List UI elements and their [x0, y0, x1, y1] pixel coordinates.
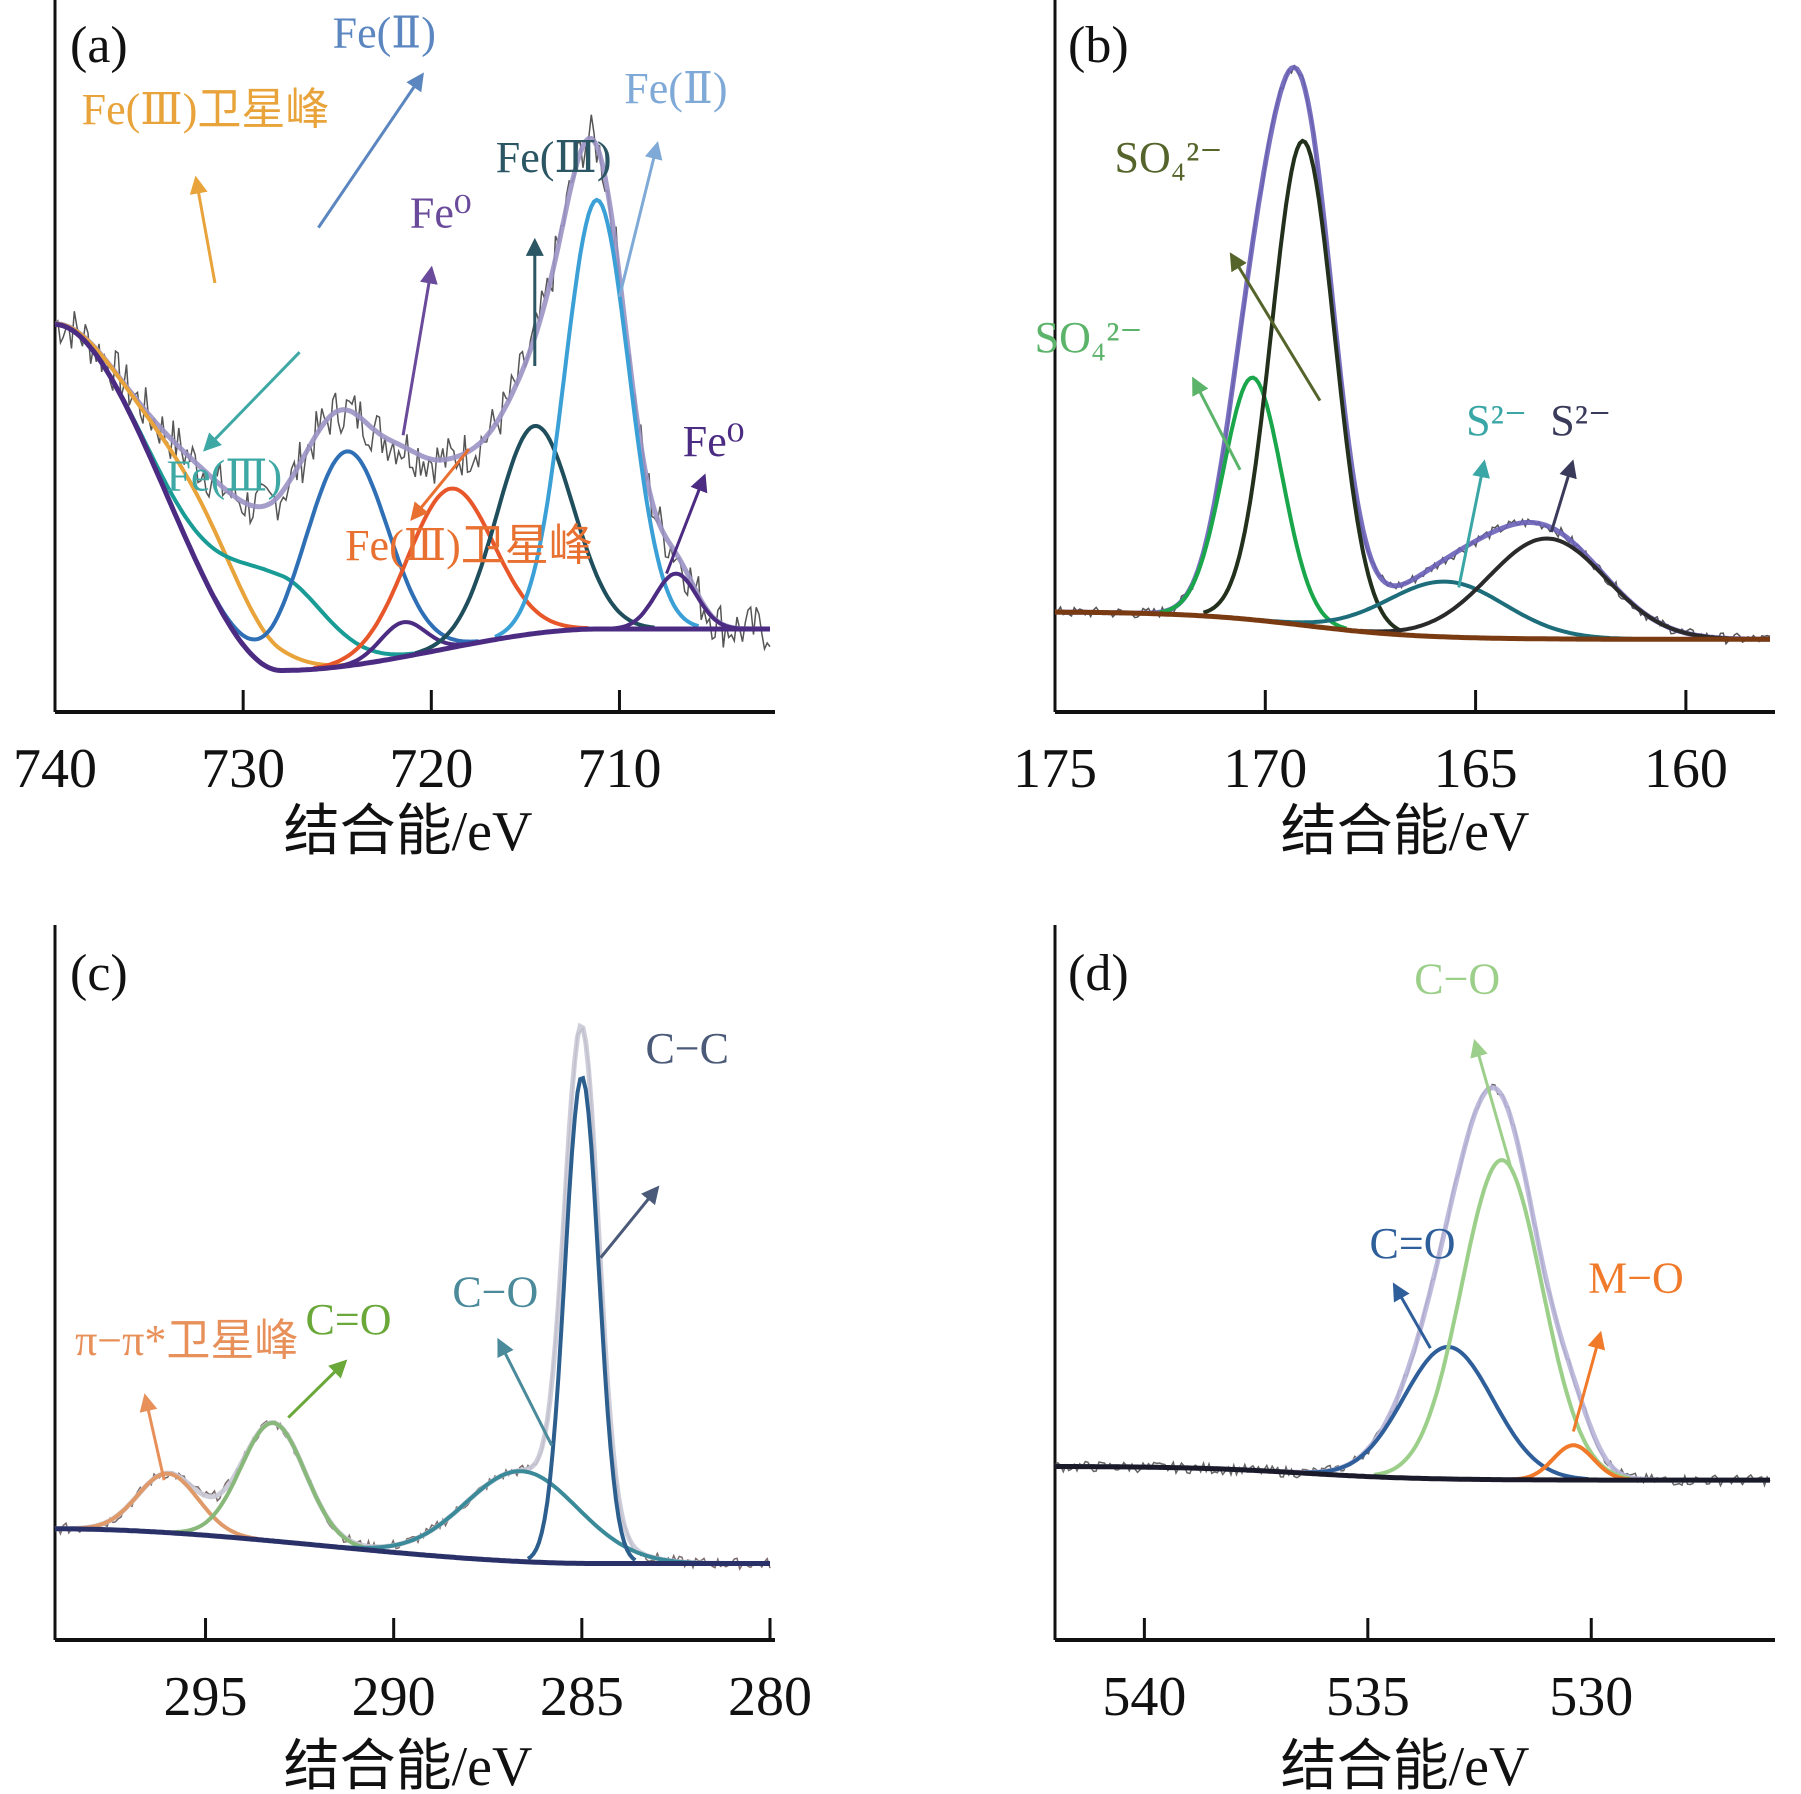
fit-envelope — [55, 135, 770, 632]
x-axis-title: 结合能/eV — [1281, 801, 1530, 863]
panel-label: (a) — [70, 17, 128, 74]
x-tick-label: 175 — [1013, 738, 1097, 800]
annotation-label: Fe(Ⅱ) — [624, 64, 727, 113]
peak-component — [1202, 138, 1403, 633]
x-tick-label: 720 — [389, 738, 473, 800]
panel-d: (d) 结合能/eV 540 535 530 C−O C=O M−O — [1053, 925, 1775, 1794]
annotation-label: C−O — [1414, 955, 1500, 1004]
peak-component — [610, 571, 740, 631]
annotation-label: S²⁻ — [1550, 396, 1611, 445]
annotation-arrow — [497, 1337, 554, 1447]
annotation-label: Fe(Ⅲ)卫星峰 — [345, 521, 593, 570]
peak-component — [1360, 536, 1735, 641]
x-tick-label: 165 — [1434, 738, 1518, 800]
x-tick-label: 170 — [1223, 738, 1307, 800]
peak-component — [332, 620, 474, 670]
x-tick-label: 295 — [164, 1666, 248, 1728]
peak-component — [340, 1469, 702, 1565]
x-tick-label: 290 — [352, 1666, 436, 1728]
annotation-arrow — [1571, 1330, 1606, 1432]
annotation-arrow — [287, 1359, 348, 1419]
annotation-label: SO₄²⁻ — [1035, 313, 1143, 362]
annotation-label: Fe(Ⅲ)卫星峰 — [82, 85, 330, 134]
panel-label: (b) — [1068, 17, 1129, 74]
annotation-label: π−π*卫星峰 — [75, 1316, 298, 1365]
x-tick-label: 535 — [1326, 1666, 1410, 1728]
annotation-arrow — [189, 175, 217, 284]
x-tick-label: 530 — [1549, 1666, 1633, 1728]
annotation-arrow — [618, 141, 663, 298]
annotation-arrow — [599, 1185, 660, 1259]
peak-component — [1258, 579, 1633, 641]
peak-component — [1305, 1344, 1589, 1482]
annotation-arrow — [1470, 1038, 1513, 1168]
annotation-label: C=O — [306, 1295, 392, 1344]
peak-component — [74, 1471, 265, 1542]
peak-component — [55, 321, 361, 668]
annotation-arrow — [665, 473, 708, 575]
annotation-label: C−O — [452, 1267, 538, 1316]
x-axis-title: 结合能/eV — [284, 1736, 533, 1794]
annotation-label: Fe(Ⅲ) — [166, 452, 282, 501]
peak-component — [526, 1075, 637, 1562]
fit-envelope — [55, 1022, 770, 1566]
peak-component — [414, 423, 655, 656]
annotation-arrow — [1549, 459, 1577, 533]
peak-component — [1373, 1158, 1631, 1481]
peak-component — [113, 384, 427, 657]
x-tick-label: 540 — [1102, 1666, 1186, 1728]
annotation-label: C=O — [1370, 1219, 1456, 1268]
annotation-arrow — [317, 72, 424, 229]
x-tick-label: 710 — [577, 738, 661, 800]
x-tick-label: 740 — [13, 738, 97, 800]
x-tick-label: 280 — [728, 1666, 812, 1728]
raw-spectrum — [54, 1026, 771, 1571]
annotation-arrow — [1392, 1282, 1432, 1349]
annotation-arrow — [203, 351, 301, 452]
annotation-label: Fe⁰ — [410, 189, 472, 238]
background-line — [55, 1526, 770, 1566]
background-line — [1055, 1464, 1770, 1483]
annotation-label: Fe(Ⅱ) — [333, 9, 436, 58]
panel-a: (a) 结合能/eV 740 730 720 710Fe(Ⅱ)Fe(Ⅲ)卫星峰Fe⁰F… — [13, 0, 775, 863]
annotation-label: C−C — [645, 1024, 729, 1073]
peak-component — [212, 449, 479, 644]
panel-b: (b) 结合能/eV 175 170 165 160 SO₄²⁻ SO₄²⁻ S²⁻ S²⁻ — [1013, 0, 1775, 863]
panel-label: (d) — [1068, 945, 1129, 1002]
background-line — [1055, 609, 1770, 642]
panel-c: (c) 结合能/eV 295 290 285 280 C−C C−O C=Oπ−π*卫星峰 — [53, 925, 812, 1794]
annotation-label: S²⁻ — [1466, 396, 1527, 445]
annotation-arrow — [1229, 252, 1322, 402]
annotation-arrow — [139, 1393, 166, 1481]
x-axis-title: 结合能/eV — [1281, 1736, 1530, 1794]
annotation-arrow — [1192, 376, 1242, 471]
annotation-label: Fe⁰ — [683, 417, 745, 466]
annotation-label: SO₄²⁻ — [1115, 133, 1223, 182]
peak-component — [313, 486, 589, 671]
annotation-label: Fe(Ⅲ) — [496, 133, 612, 182]
annotation-arrow — [1457, 459, 1490, 588]
peak-component — [1511, 1443, 1636, 1482]
annotation-arrow — [401, 265, 438, 436]
peak-component — [173, 1420, 375, 1552]
x-tick-label: 730 — [201, 738, 285, 800]
x-axis-title: 结合能/eV — [284, 801, 533, 863]
panel-label: (c) — [70, 945, 128, 1002]
background-line — [54, 322, 770, 673]
annotation-label: M−O — [1588, 1254, 1684, 1303]
x-tick-label: 160 — [1644, 738, 1728, 800]
peak-component — [1159, 375, 1348, 631]
annotation-arrow — [410, 448, 471, 522]
x-tick-label: 285 — [540, 1666, 624, 1728]
